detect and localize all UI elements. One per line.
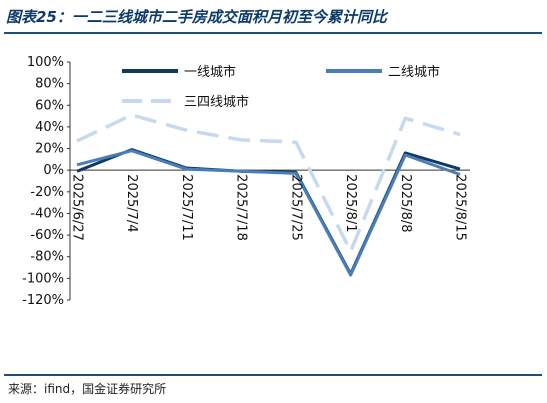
y-tick-label: 80% [35, 77, 64, 92]
x-tick-label: 2025/7/11 [179, 174, 194, 241]
line-chart: -120% -100% -80% -60% -40% -20% 0% 20% 40% 60% 80%… [22, 55, 470, 308]
y-tick-label: 0% [43, 163, 64, 178]
x-tick-label: 2025/7/18 [234, 174, 249, 241]
legend-label-1: 一线城市 [184, 64, 236, 80]
legend-label-3: 三四线城市 [184, 94, 249, 110]
y-tick-label: 100% [27, 55, 64, 70]
x-tick-label: 2025/8/8 [398, 174, 413, 232]
y-tick-label: -80% [30, 250, 64, 265]
y-tick-label: 40% [35, 120, 64, 135]
series-line-2 [76, 149, 461, 277]
x-tick-label: 2025/7/4 [124, 174, 139, 232]
series-line-3 [76, 113, 461, 254]
title-divider [4, 32, 542, 34]
chart-title: 图表25：一二三线城市二手房成交面积月初至今累计同比 [6, 8, 387, 26]
y-tick-label: -60% [30, 228, 64, 243]
x-tick-label: 2025/7/25 [288, 174, 303, 241]
footer-divider [4, 374, 542, 376]
y-tick-label: -40% [30, 206, 64, 221]
x-tick-label: 2025/8/1 [343, 174, 358, 232]
y-tick-label: 20% [35, 142, 64, 157]
x-tick-label: 2025/6/27 [70, 174, 85, 241]
y-tick-label: -20% [30, 185, 64, 200]
x-tick-label: 2025/8/15 [453, 174, 468, 241]
source-note: 来源：ifind，国金证券研究所 [8, 382, 167, 396]
y-tick-label: 60% [35, 98, 64, 113]
y-tick-label: -120% [22, 293, 64, 308]
legend-label-2: 二线城市 [388, 64, 440, 80]
y-tick-label: -100% [22, 271, 64, 286]
